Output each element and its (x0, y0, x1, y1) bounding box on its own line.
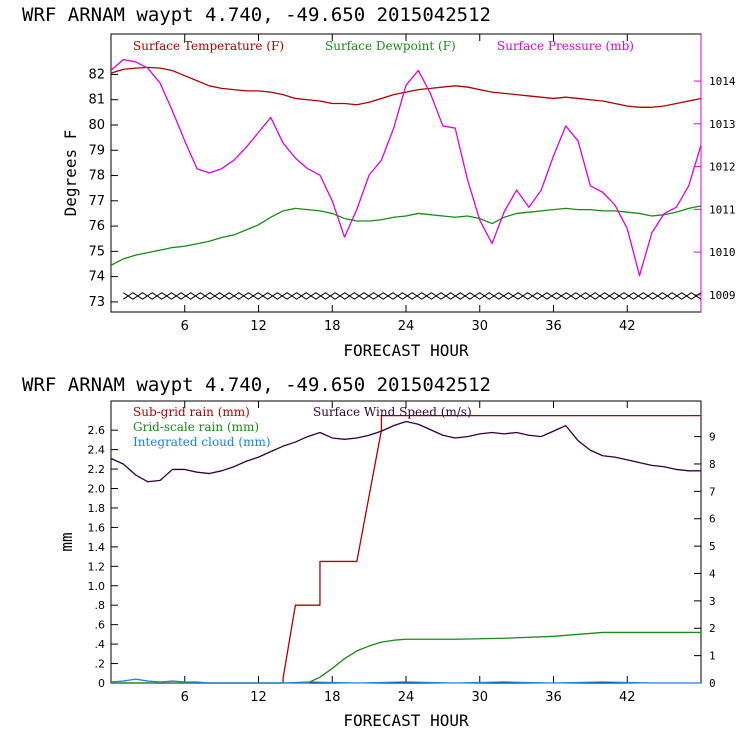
chart1-y2tick-label: 1014 (709, 75, 736, 88)
chart2-ytick-label: .8 (95, 599, 106, 612)
chart2-ytick-label: 2.4 (88, 444, 106, 457)
chart2-ytick-label: 2.2 (88, 463, 106, 476)
chart1-ytick-label: 75 (88, 244, 105, 259)
chart2-y2tick-label: 4 (709, 567, 716, 580)
chart2-y2tick-label: 2 (709, 622, 716, 635)
chart1-legend-dewpoint: Surface Dewpoint (F) (325, 39, 456, 53)
chart2-series-line-3 (110, 678, 701, 684)
chart1-y2tick-label: 1010 (709, 246, 736, 259)
chart2-y2tick-label: 0 (709, 677, 716, 690)
chart2-legend-integrated-cloud: Integrated cloud (mm) (133, 435, 271, 449)
chart2-y2tick-label: 8 (709, 458, 716, 471)
chart1-ytick-label: 78 (88, 169, 105, 184)
chart2-ticks: 6 12 18 24 30 36 420.2.4.6.81.01.21.41.61.82.0… (88, 401, 716, 705)
chart1-title: WRF ARNAM waypt 4.740, -49.650 201504251… (22, 4, 491, 26)
chart1-ticks: 6 12 18 24 30 36 42 73 74 75 76 77 78 79 80 81 82 1009 101… (88, 34, 736, 334)
chart1-y2tick-label: 1013 (709, 118, 736, 131)
chart2-xtick-label: 24 (398, 690, 415, 705)
chart2-xtick-label: 6 (181, 690, 189, 705)
chart2-ytick-label: 1.4 (88, 541, 106, 554)
chart2-y2tick-label: 5 (709, 540, 716, 553)
chart2-series (110, 414, 701, 684)
chart2-legend-subgrid-rain: Sub-grid rain (mm) (133, 405, 250, 419)
chart1-xtick-label: 30 (471, 319, 488, 334)
chart1-y2tick-label: 1011 (709, 203, 736, 216)
chart2-legend: Sub-grid rain (mm) Grid-scale rain (mm) … (133, 405, 472, 449)
chart2-ytick-label: 1.6 (88, 521, 106, 534)
chart2-y2tick-label: 3 (709, 595, 716, 608)
chart1-y2tick-label: 1009 (709, 289, 736, 302)
chart1-ytick-label: 73 (88, 295, 105, 310)
chart2-xtick-label: 18 (324, 690, 341, 705)
chart1-series-line-3 (110, 59, 702, 277)
chart2-xtick-label: 12 (250, 690, 267, 705)
chart2-xtick-label: 42 (619, 690, 636, 705)
chart1-series (110, 59, 702, 300)
chart1-xtick-label: 6 (181, 319, 189, 334)
chart1-xtick-label: 42 (619, 319, 636, 334)
chart2-y2tick-label: 9 (709, 431, 716, 444)
chart2-y2tick-label: 1 (709, 650, 716, 663)
chart1-xtick-label: 24 (398, 319, 415, 334)
chart2-xtick-label: 36 (545, 690, 562, 705)
chart2-ytick-label: 1.0 (88, 580, 106, 593)
chart2-ytick-label: 2.0 (88, 483, 106, 496)
chart1-legend: Surface Temperature (F) Surface Dewpoint… (133, 39, 634, 53)
chart1-xlabel: FORECAST HOUR (343, 341, 469, 360)
chart2-ytick-label: 2.6 (88, 424, 106, 437)
chart1-ytick-label: 77 (88, 194, 105, 209)
chart1-ytick-label: 74 (88, 270, 105, 285)
chart2-ylabel: mm (57, 532, 76, 551)
chart1-ytick-label: 76 (88, 219, 105, 234)
chart1-zigzag-b (123, 292, 702, 300)
chart2-y2tick-label: 6 (709, 513, 716, 526)
chart2-series-line-1 (111, 414, 701, 684)
chart2-legend-gridscale-rain: Grid-scale rain (mm) (133, 420, 259, 434)
chart1-legend-pressure: Surface Pressure (mb) (497, 39, 634, 53)
chart2-series-line-2 (111, 631, 701, 684)
chart1-y2tick-label: 1012 (709, 161, 736, 174)
chart2-xtick-label: 30 (471, 690, 488, 705)
chart1-ylabel: Degrees F (61, 130, 80, 217)
chart1-xtick-label: 36 (545, 319, 562, 334)
chart1-legend-temperature: Surface Temperature (F) (133, 39, 284, 53)
chart2-series-line-4 (110, 420, 701, 483)
chart2-ytick-label: 0 (98, 677, 105, 690)
chart2-legend-wind-speed: Surface Wind Speed (m/s) (313, 405, 472, 419)
chart1-plot-frame (110, 33, 702, 313)
chart1-ytick-label: 79 (88, 143, 105, 158)
chart1-series-line-2 (110, 205, 702, 266)
chart2-title: WRF ARNAM waypt 4.740, -49.650 201504251… (22, 374, 491, 396)
chart2-ytick-label: 1.2 (88, 560, 106, 573)
chart1-ytick-label: 81 (88, 93, 105, 108)
chart2-xlabel: FORECAST HOUR (343, 711, 469, 730)
chart1-zigzag-a (123, 292, 702, 300)
chart2-y2tick-label: 7 (709, 485, 716, 498)
chart1-ytick-label: 82 (88, 67, 105, 82)
chart2-ytick-label: 1.8 (88, 502, 106, 515)
chart2-ytick-label: .6 (95, 619, 106, 632)
chart1-ytick-label: 80 (88, 118, 105, 133)
chart1-series-line-1 (110, 66, 702, 108)
chart1-xtick-label: 18 (324, 319, 341, 334)
chart2-ytick-label: .4 (95, 638, 106, 651)
chart1-xtick-label: 12 (250, 319, 267, 334)
chart2-ytick-label: .2 (95, 658, 106, 671)
